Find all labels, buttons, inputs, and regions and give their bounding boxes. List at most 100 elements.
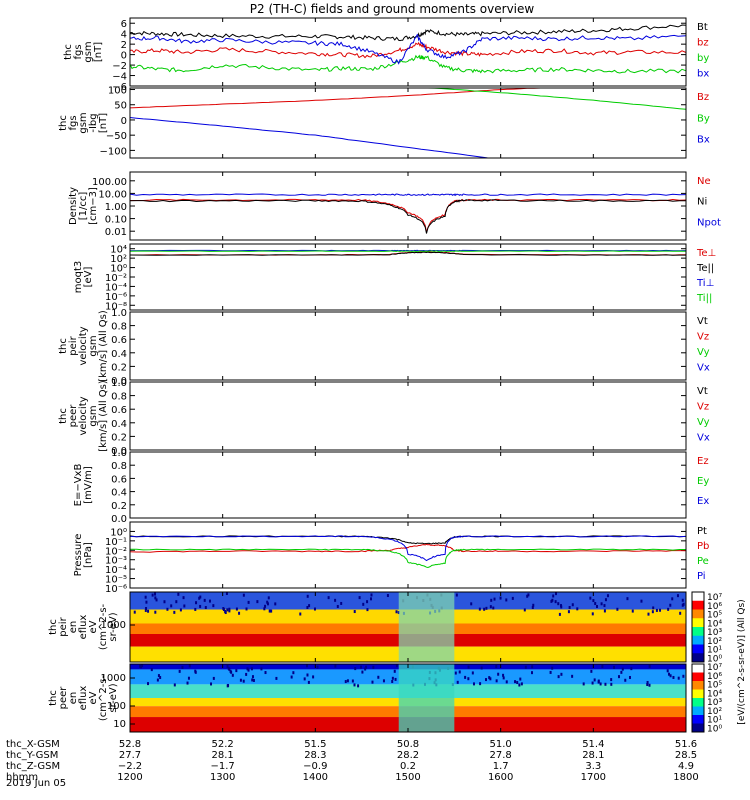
heatmap-speckle <box>567 610 570 614</box>
plot-area <box>130 382 686 450</box>
heatmap-speckle <box>393 669 396 673</box>
colorbar-segment <box>692 600 704 610</box>
heatmap-speckle <box>646 680 649 684</box>
y-tick-label: 10.00 <box>98 189 127 200</box>
heatmap-speckle <box>532 603 535 607</box>
legend-Ne: Ne <box>697 176 711 187</box>
y-tick-label: 10⁻⁸ <box>105 301 127 312</box>
plot-area <box>130 172 686 240</box>
heatmap-speckle <box>228 667 231 671</box>
heatmap-speckle <box>646 683 649 687</box>
heatmap-speckle <box>170 604 173 608</box>
x-row-value: 1500 <box>395 772 420 783</box>
heatmap-speckle <box>144 595 147 599</box>
y-tick-label: −4 <box>112 72 127 83</box>
heatmap-speckle <box>235 607 238 611</box>
y-tick-label: 0.8 <box>111 322 127 333</box>
x-row-label: thc_X-GSM <box>6 739 60 750</box>
heatmap-speckle <box>210 682 213 686</box>
heatmap-speckle <box>344 680 347 684</box>
heatmap-speckle <box>514 680 517 684</box>
heatmap-speckle <box>228 609 231 613</box>
heatmap-speckle <box>620 670 623 674</box>
y-axis-label: thc <box>58 115 69 131</box>
x-row-value: 1400 <box>303 772 328 783</box>
heatmap-speckle <box>479 682 482 686</box>
y-tick-label: 4 <box>121 30 127 41</box>
heatmap-speckle <box>667 607 670 611</box>
heatmap-speckle <box>593 678 596 682</box>
heatmap-speckle <box>631 609 634 613</box>
x-row-value: 50.8 <box>397 739 419 750</box>
x-row-value: 1200 <box>117 772 142 783</box>
heatmap-speckle <box>621 667 624 671</box>
heatmap-speckle <box>365 665 368 669</box>
heatmap-speckle <box>212 676 215 680</box>
y-tick-label: 10⁻² <box>105 546 127 557</box>
colorbar-segment <box>692 592 704 602</box>
heatmap-speckle <box>228 607 231 611</box>
heatmap-speckle <box>305 664 308 668</box>
y-axis-label: [mV/m] <box>83 466 94 504</box>
heatmap-speckle <box>303 677 306 681</box>
y-tick-label: 10⁻⁴ <box>105 282 127 293</box>
y-axis-label: sr-eV) <box>108 612 119 641</box>
y-tick-label: 0.4 <box>111 419 127 430</box>
heatmap-speckle <box>157 674 160 678</box>
y-axis-label: gsm <box>78 112 89 133</box>
heatmap-speckle <box>147 609 150 613</box>
legend-Npot: Npot <box>697 217 721 228</box>
legend-Bz: Bz <box>697 92 709 103</box>
x-row-value: 0.2 <box>400 761 416 772</box>
heatmap-speckle <box>502 676 505 680</box>
heatmap-speckle <box>651 610 654 614</box>
x-row-value: 51.5 <box>304 739 326 750</box>
y-axis-label: eV <box>88 691 99 704</box>
colorbar-segment <box>692 723 704 733</box>
y-axis-label: [1/cc] <box>78 192 89 221</box>
colorbar-tick-label: 10⁴ <box>707 619 722 629</box>
y-tick-label: −100 <box>100 146 127 157</box>
y-tick-label: 0.2 <box>111 501 127 512</box>
heatmap-speckle <box>681 603 684 607</box>
colorbar-tick-label: 10⁶ <box>707 672 722 682</box>
heatmap-speckle <box>186 681 189 685</box>
y-axis-label: [cm−3] <box>88 187 99 225</box>
heatmap-speckle <box>252 678 255 682</box>
y-tick-label: 0.8 <box>111 392 127 403</box>
heatmap-speckle <box>652 606 655 610</box>
heatmap-speckle <box>377 675 380 679</box>
heatmap-speckle <box>616 607 619 611</box>
heatmap-speckle <box>480 666 483 670</box>
heatmap-speckle <box>591 612 594 616</box>
heatmap-speckle <box>264 604 267 608</box>
heatmap-speckle <box>226 684 229 688</box>
y-tick-label: 0.6 <box>111 474 127 485</box>
heatmap-speckle <box>268 609 271 613</box>
colorbar-segment <box>692 689 704 699</box>
heatmap-speckle <box>551 666 554 670</box>
heatmap-speckle <box>669 603 672 607</box>
heatmap-speckle <box>199 604 202 608</box>
heatmap-speckle <box>599 682 602 686</box>
legend-Te⊥: Te⊥ <box>696 248 716 259</box>
heatmap-speckle <box>312 675 315 679</box>
heatmap-speckle <box>647 612 650 616</box>
y-axis-label: [nT] <box>93 42 104 62</box>
heatmap-speckle <box>395 664 398 668</box>
y-tick-label: 10⁻⁶ <box>105 584 127 595</box>
y-tick-label: 10⁻¹ <box>105 537 127 548</box>
heatmap-speckle <box>499 596 502 600</box>
heatmap-speckle <box>226 664 229 668</box>
heatmap-speckle <box>511 596 514 600</box>
heatmap-speckle <box>247 668 250 672</box>
heatmap-speckle <box>386 594 389 598</box>
colorbar-tick-label: 10² <box>707 707 722 717</box>
heatmap-speckle <box>601 664 604 668</box>
y-tick-label: 6 <box>121 19 127 30</box>
heatmap-speckle <box>247 600 250 604</box>
heatmap-speckle <box>145 600 148 604</box>
legend-bz: bz <box>697 38 709 49</box>
heatmap-speckle <box>212 604 215 608</box>
